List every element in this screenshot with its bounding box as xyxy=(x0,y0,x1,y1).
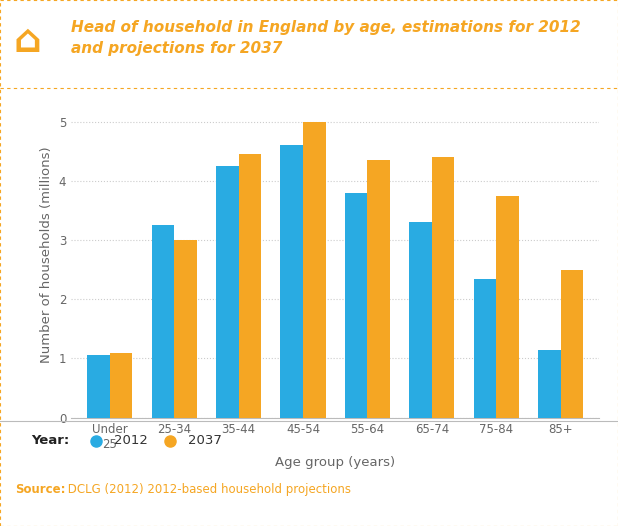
Bar xyxy=(87,356,110,418)
Text: 2037: 2037 xyxy=(188,434,222,447)
Text: Source:: Source: xyxy=(15,483,66,496)
Text: ⌂: ⌂ xyxy=(14,23,42,60)
Bar xyxy=(281,145,303,418)
Text: Head of household in England by age, estimations for 2012
and projections for 20: Head of household in England by age, est… xyxy=(71,20,581,56)
X-axis label: Age group (years): Age group (years) xyxy=(275,456,396,469)
Bar xyxy=(151,225,174,418)
Bar xyxy=(474,279,496,418)
Bar xyxy=(303,122,326,418)
Bar xyxy=(496,196,519,418)
Bar xyxy=(409,222,432,418)
Bar xyxy=(110,352,132,418)
Bar xyxy=(174,240,197,418)
Text: DCLG (2012) 2012-based household projections: DCLG (2012) 2012-based household project… xyxy=(64,483,351,496)
Y-axis label: Number of households (millions): Number of households (millions) xyxy=(40,147,53,363)
Bar xyxy=(345,193,368,418)
Bar xyxy=(368,160,390,418)
Text: Year:: Year: xyxy=(31,434,69,447)
Bar xyxy=(432,157,454,418)
Bar xyxy=(561,270,583,418)
Text: 2012: 2012 xyxy=(114,434,148,447)
Bar xyxy=(538,350,561,418)
Bar xyxy=(216,166,239,418)
Bar xyxy=(239,154,261,418)
